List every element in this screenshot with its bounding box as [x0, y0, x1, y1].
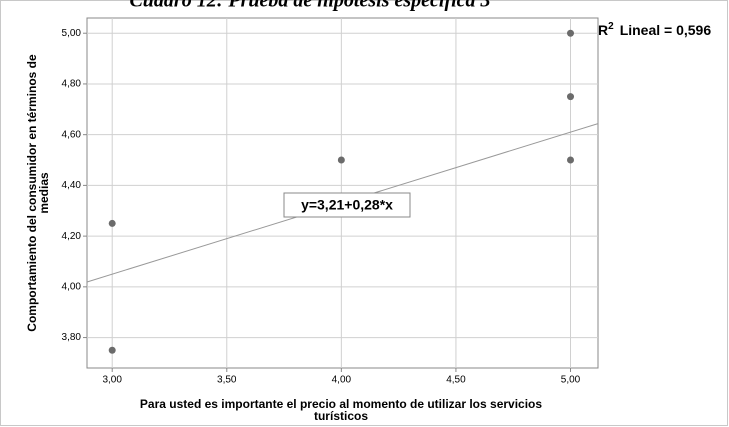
x-tick-label: 3,50 — [217, 375, 237, 386]
y-axis-label: medias — [37, 172, 51, 214]
y-tick-label: 4,20 — [62, 231, 82, 242]
y-tick-label: 5,00 — [62, 28, 82, 39]
y-axis-label: Comportamiento del consumidor en término… — [25, 54, 39, 332]
r2-sup: 2 — [608, 21, 614, 32]
x-tick-label: 4,50 — [446, 375, 466, 386]
x-tick-label: 5,00 — [561, 375, 581, 386]
y-tick-label: 4,40 — [62, 180, 82, 191]
x-tick-label: 4,00 — [332, 375, 352, 386]
plot-area — [86, 17, 599, 369]
y-tick-label: 3,80 — [62, 332, 82, 343]
point — [567, 93, 575, 101]
x-axis-label: turísticos — [314, 409, 368, 423]
point — [567, 156, 575, 164]
r2-label: R2 Lineal = 0,596 — [598, 21, 711, 38]
point — [567, 29, 575, 37]
y-tick-label: 4,60 — [62, 129, 82, 140]
x-tick-label: 3,00 — [102, 375, 122, 386]
y-tick-label: 4,00 — [62, 281, 82, 292]
r2-base: R — [598, 22, 608, 38]
fit-label-box — [283, 192, 411, 218]
x-axis-label: Para usted es importante el precio al mo… — [140, 397, 542, 411]
r2-text: Lineal = 0,596 — [620, 22, 712, 38]
fit-label: y=3,21+0,28*x — [301, 197, 393, 213]
point — [337, 156, 345, 164]
y-tick-label: 4,80 — [62, 79, 82, 90]
point — [108, 346, 116, 354]
chart-title: Cuadro 12: Prueba de hipótesis específic… — [129, 0, 490, 12]
point — [108, 219, 116, 227]
